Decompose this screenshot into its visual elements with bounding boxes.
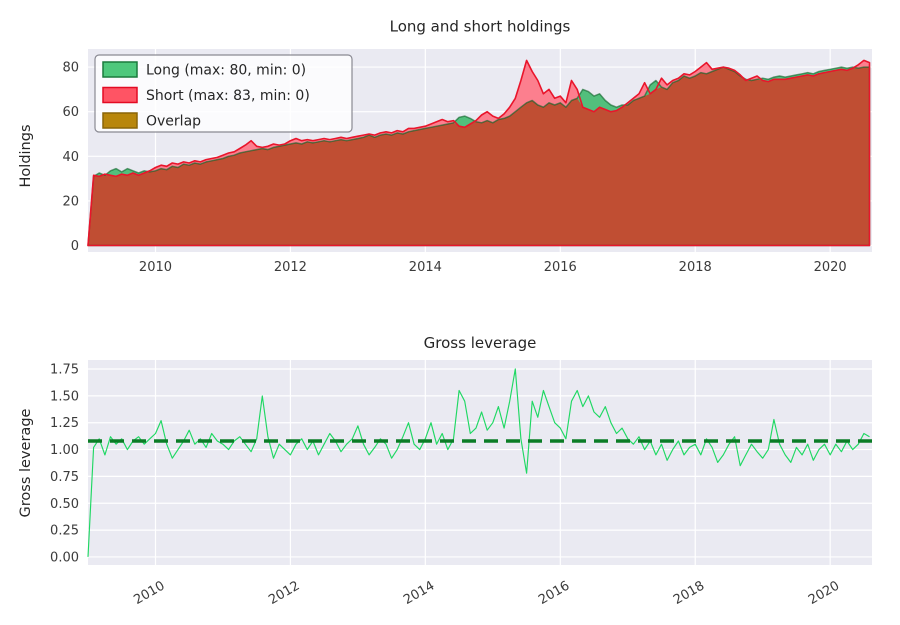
legend: Long (max: 80, min: 0) Short (max: 83, m…: [94, 54, 353, 133]
y-tick-label: 1.50: [50, 389, 79, 404]
y-tick-label: 0.25: [50, 524, 79, 539]
y-tick-label: 0.75: [50, 470, 79, 485]
legend-box: [94, 54, 353, 133]
y-tick-label: 60: [62, 105, 79, 120]
y-tick-label: 1.25: [50, 416, 79, 431]
x-tick-label: 2020: [806, 578, 842, 608]
x-tick-label: 2010: [139, 260, 172, 275]
bottom-series: [87, 368, 872, 557]
legend-swatch-overlap: [102, 112, 138, 129]
x-tick-label: 2014: [401, 578, 437, 608]
x-tick-label: 2012: [274, 260, 307, 275]
x-tick-label: 2016: [544, 260, 577, 275]
legend-label-short: Short (max: 83, min: 0): [146, 88, 310, 104]
legend-label-overlap: Overlap: [146, 114, 201, 130]
y-tick-label: 0.00: [50, 550, 79, 565]
y-tick-label: 20: [62, 194, 79, 209]
y-tick-label: 0.50: [50, 497, 79, 512]
bottom-chart-title: Gross leverage: [424, 334, 537, 352]
legend-swatch-short: [102, 86, 138, 104]
top-series: [87, 59, 871, 247]
top-ylabel: Holdings: [18, 125, 34, 188]
bottom-grid: [88, 360, 872, 565]
legend-swatch-long: [102, 61, 138, 78]
short-line: [87, 59, 871, 247]
y-tick-label: 1.75: [50, 363, 79, 378]
legend-label-long: Long (max: 80, min: 0): [146, 63, 306, 79]
gross-leverage-line: [87, 368, 870, 557]
bottom-axes-background: [88, 360, 872, 565]
x-tick-label: 2014: [409, 260, 442, 275]
overlap-area-fill: [88, 67, 870, 246]
top-tick-labels: 2010 2012 2014 2016 2018 2020 0 20 40 60 80: [62, 61, 846, 275]
bottom-ylabel: Gross leverage: [18, 408, 34, 517]
top-chart-title: Long and short holdings: [390, 18, 571, 36]
y-tick-label: 1.00: [50, 443, 79, 458]
x-tick-label: 2018: [679, 260, 712, 275]
x-tick-label: 2016: [536, 578, 572, 608]
y-tick-label: 0: [71, 239, 79, 254]
x-tick-label: 2012: [266, 578, 302, 608]
y-tick-label: 40: [62, 150, 79, 165]
x-tick-label: 2018: [671, 578, 707, 608]
y-tick-label: 80: [62, 61, 79, 76]
x-tick-label: 2020: [814, 260, 847, 275]
x-tick-label: 2010: [131, 578, 167, 608]
